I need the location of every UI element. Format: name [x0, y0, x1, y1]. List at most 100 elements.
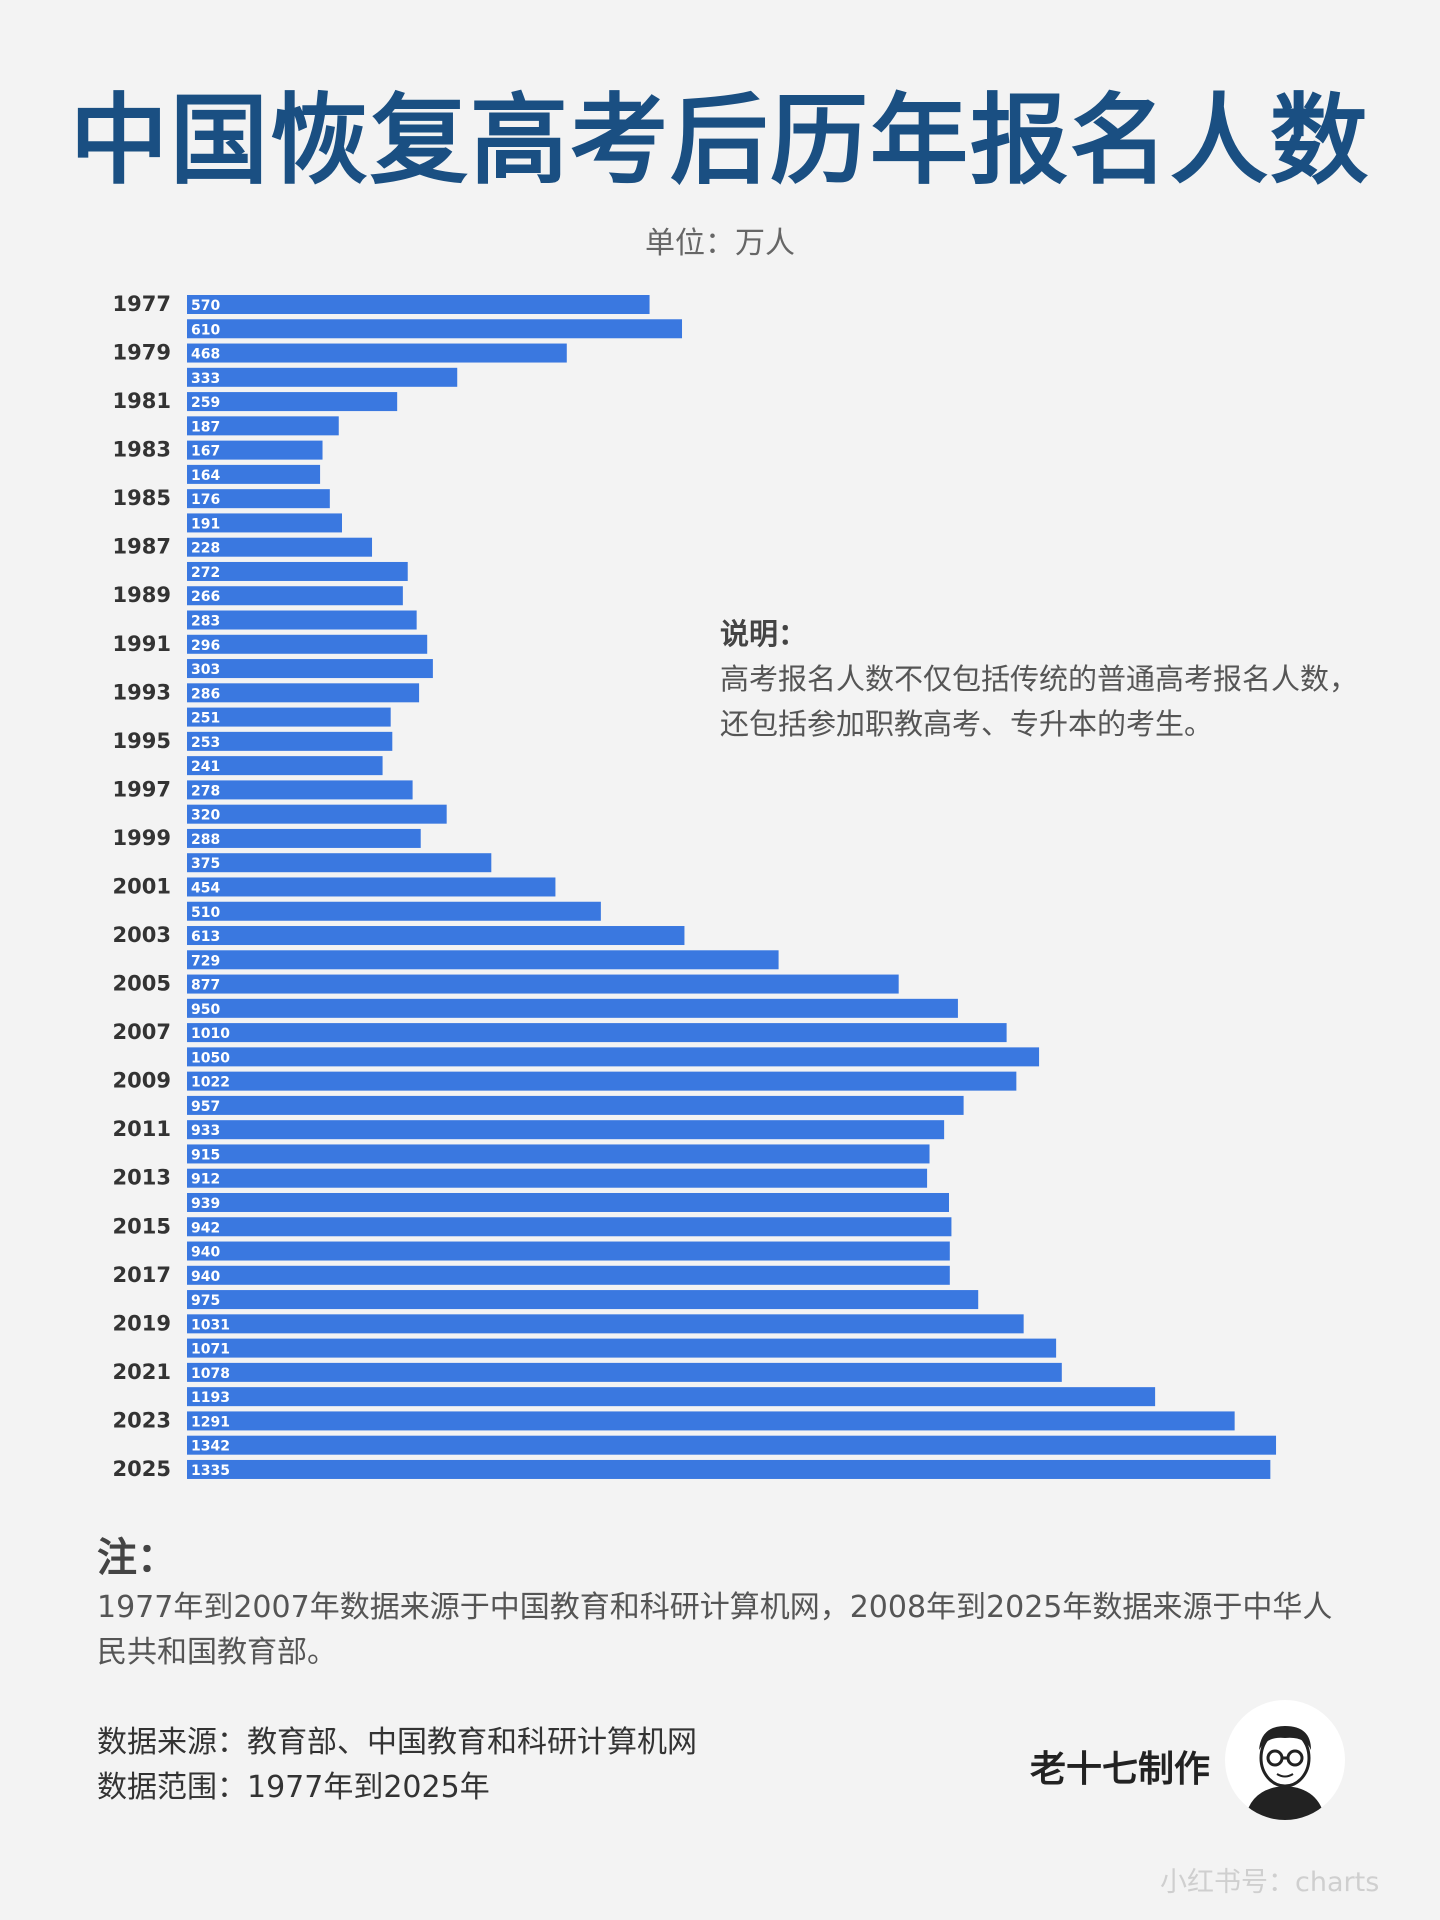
- bar-value-label-2000: 375: [191, 856, 220, 872]
- bar-2015: [187, 1217, 952, 1237]
- bar-1983: [187, 440, 323, 460]
- bar-value-label-2018: 975: [191, 1293, 220, 1309]
- bar-1997: [187, 780, 413, 800]
- bar-value-label-2006: 950: [191, 1002, 220, 1018]
- bar-value-label-1995: 253: [191, 735, 220, 751]
- bar-value-label-2015: 942: [191, 1220, 220, 1236]
- bar-value-label-2014: 939: [191, 1196, 220, 1212]
- year-label-1999: 1999: [113, 826, 171, 850]
- bar-value-label-1979: 468: [191, 347, 220, 363]
- bar-1990: [187, 610, 417, 630]
- explanation-text: 高考报名人数不仅包括传统的普通高考报名人数，还包括参加职教高考、专升本的考生。: [720, 661, 1359, 741]
- explanation-box: 说明： 高考报名人数不仅包括传统的普通高考报名人数，还包括参加职教高考、专升本的…: [720, 612, 1360, 747]
- bar-value-label-2013: 912: [191, 1172, 220, 1188]
- bar-2020: [187, 1338, 1057, 1358]
- bar-value-label-1993: 286: [191, 686, 220, 702]
- unit-label: 单位：万人: [645, 226, 795, 261]
- watermark: 小红书号：charts: [1160, 1867, 1380, 1898]
- year-label-1985: 1985: [113, 486, 171, 510]
- bar-1996: [187, 756, 383, 776]
- bar-2016: [187, 1241, 950, 1261]
- bar-value-label-1997: 278: [191, 783, 220, 799]
- bar-value-label-2011: 933: [191, 1123, 220, 1139]
- bar-value-label-2003: 613: [191, 929, 220, 945]
- bar-1998: [187, 804, 447, 824]
- bar-1999: [187, 828, 421, 848]
- bar-2003: [187, 926, 685, 946]
- page-title: 中国恢复高考后历年报名人数: [69, 84, 1370, 198]
- year-label-1977: 1977: [113, 292, 171, 316]
- bar-value-label-1982: 187: [191, 419, 220, 435]
- bar-1987: [187, 537, 373, 557]
- bar-value-label-1999: 288: [191, 832, 220, 848]
- bar-1978: [187, 319, 683, 339]
- year-label-1981: 1981: [113, 389, 171, 413]
- bar-value-label-1992: 303: [191, 662, 220, 678]
- bar-value-label-2001: 454: [191, 880, 220, 896]
- year-label-2011: 2011: [113, 1117, 171, 1141]
- bar-value-label-1988: 272: [191, 565, 220, 581]
- year-label-1991: 1991: [113, 632, 171, 656]
- bar-2023: [187, 1411, 1235, 1431]
- year-label-2007: 2007: [113, 1020, 171, 1044]
- bar-1995: [187, 731, 393, 751]
- bar-2007: [187, 1023, 1007, 1043]
- bar-value-label-2007: 1010: [191, 1026, 230, 1042]
- year-label-2017: 2017: [113, 1263, 171, 1287]
- bar-value-label-2009: 1022: [191, 1075, 230, 1091]
- year-label-2015: 2015: [113, 1214, 171, 1238]
- note-text: 1977年到2007年数据来源于中国教育和科研计算机网，2008年到2025年数…: [97, 1590, 1333, 1670]
- bar-2021: [187, 1362, 1062, 1382]
- bar-2022: [187, 1387, 1156, 1407]
- year-label-1997: 1997: [113, 777, 171, 801]
- bar-1982: [187, 416, 339, 436]
- bar-value-label-1984: 164: [191, 468, 220, 484]
- bar-value-label-1983: 167: [191, 444, 220, 460]
- year-label-2009: 2009: [113, 1069, 171, 1093]
- bar-1981: [187, 392, 398, 412]
- bar-value-label-1990: 283: [191, 614, 220, 630]
- bar-2008: [187, 1047, 1040, 1067]
- bar-value-label-1981: 259: [191, 395, 220, 411]
- bar-value-label-2024: 1342: [191, 1439, 230, 1455]
- bar-value-label-2017: 940: [191, 1269, 220, 1285]
- bar-value-label-1998: 320: [191, 808, 220, 824]
- bar-2017: [187, 1265, 950, 1285]
- bar-1985: [187, 489, 330, 509]
- bar-value-label-2005: 877: [191, 978, 220, 994]
- bar-2004: [187, 950, 779, 970]
- bar-2002: [187, 901, 601, 921]
- bar-value-label-2008: 1050: [191, 1050, 230, 1066]
- bar-value-label-1989: 266: [191, 589, 220, 605]
- year-label-2025: 2025: [113, 1457, 171, 1481]
- year-label-1983: 1983: [113, 438, 171, 462]
- year-label-2023: 2023: [113, 1408, 171, 1432]
- year-label-1995: 1995: [113, 729, 171, 753]
- bar-2000: [187, 853, 492, 873]
- bar-value-label-2021: 1078: [191, 1366, 230, 1382]
- bar-1977: [187, 295, 650, 314]
- year-label-2013: 2013: [113, 1166, 171, 1190]
- bar-value-label-1991: 296: [191, 638, 220, 654]
- bar-1984: [187, 464, 321, 484]
- year-label-2003: 2003: [113, 923, 171, 947]
- bar-1980: [187, 367, 458, 387]
- year-label-2001: 2001: [113, 874, 171, 898]
- year-label-2019: 2019: [113, 1311, 171, 1335]
- bar-value-label-2004: 729: [191, 953, 220, 969]
- bar-value-label-2022: 1193: [191, 1390, 230, 1406]
- data-source: 数据来源：教育部、中国教育和科研计算机网: [97, 1725, 697, 1760]
- bar-2024: [187, 1435, 1277, 1455]
- source-block: 数据来源：教育部、中国教育和科研计算机网 数据范围：1977年到2025年: [97, 1720, 697, 1810]
- bar-1989: [187, 586, 403, 606]
- bar-value-label-1980: 333: [191, 371, 220, 387]
- bar-2009: [187, 1071, 1017, 1091]
- author-avatar: [1225, 1700, 1345, 1820]
- bar-1991: [187, 634, 428, 654]
- bar-2006: [187, 998, 958, 1018]
- bar-2019: [187, 1314, 1024, 1334]
- note-heading: 注：: [97, 1535, 177, 1581]
- bar-2011: [187, 1120, 945, 1140]
- bar-value-label-2016: 940: [191, 1245, 220, 1261]
- author-credit: 老十七制作: [1030, 1749, 1211, 1790]
